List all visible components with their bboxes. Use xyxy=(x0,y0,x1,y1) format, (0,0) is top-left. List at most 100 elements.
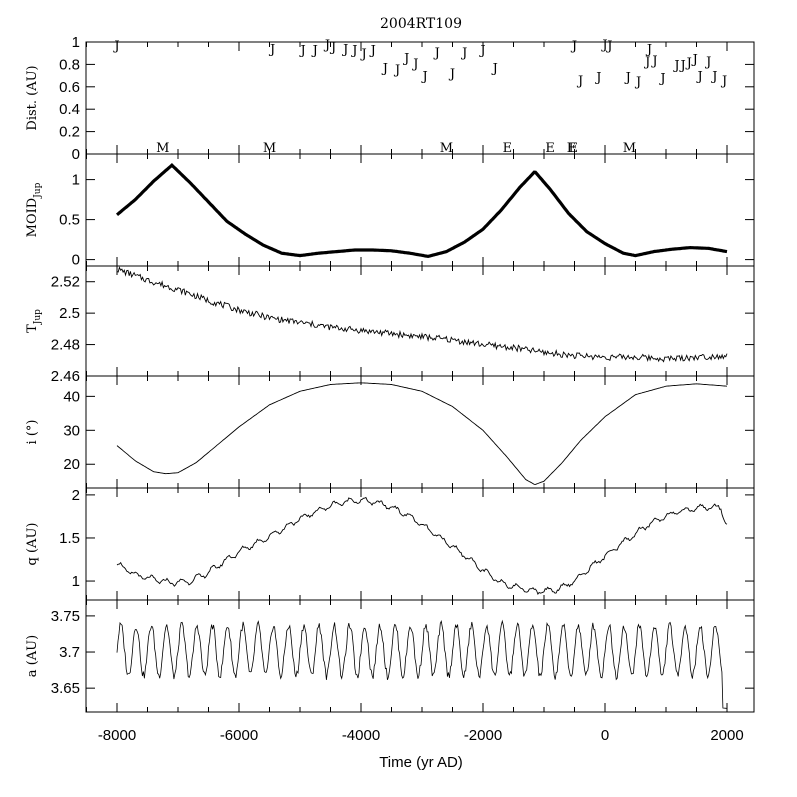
series-line xyxy=(116,496,728,596)
y-tick-label: 2.48 xyxy=(51,337,80,354)
planet-approach-marker: E xyxy=(569,141,579,156)
jupiter-encounter-marker: J xyxy=(672,58,679,73)
y-axis-label-subscript: Jup xyxy=(33,182,43,198)
planet-approach-marker: E xyxy=(545,141,555,156)
jupiter-encounter-marker: J xyxy=(381,62,388,77)
chart-title: 2004RT109 xyxy=(380,16,462,32)
jupiter-encounter-marker: J xyxy=(643,55,650,70)
jupiter-encounter-marker: J xyxy=(112,39,119,54)
jupiter-encounter-marker: J xyxy=(710,69,717,84)
jupiter-encounter-marker: J xyxy=(268,43,275,58)
jupiter-encounter-marker: J xyxy=(350,44,357,59)
y-tick-label: 0.4 xyxy=(59,101,80,118)
y-axis-label: q (AU) xyxy=(25,523,40,566)
jupiter-encounter-marker: J xyxy=(600,38,607,53)
panel-frame xyxy=(85,375,755,489)
y-tick-label: 0.8 xyxy=(59,56,80,73)
jupiter-encounter-marker: J xyxy=(460,46,467,61)
jupiter-encounter-marker: J xyxy=(341,43,348,58)
jupiter-encounter-marker: J xyxy=(634,75,641,90)
jupiter-encounter-marker: J xyxy=(570,39,577,54)
x-tick-label: 2000 xyxy=(710,727,743,744)
y-axis-label: TJup xyxy=(25,309,43,333)
y-tick-label: 20 xyxy=(63,456,80,473)
panel-tjup: 2.46 2.48 2.5 2.52 TJup xyxy=(25,265,755,385)
y-axis-label-subscript: Jup xyxy=(33,309,43,325)
y-tick-label: 2 xyxy=(72,487,80,504)
planet-approach-marker: E xyxy=(503,141,513,156)
jupiter-encounter-marker: J xyxy=(645,43,652,58)
y-axis-label: i (°) xyxy=(25,420,40,445)
x-tick-label: -6000 xyxy=(220,727,258,744)
y-axis-label: MOIDJup xyxy=(25,182,43,237)
y-tick-label: 0.6 xyxy=(59,79,80,96)
jupiter-encounter-marker: J xyxy=(298,44,305,59)
jupiter-encounter-marker: J xyxy=(433,46,440,61)
y-axis-label: Dist. (AU) xyxy=(25,65,40,130)
y-tick-label: 2.52 xyxy=(51,274,80,291)
y-tick-label: 40 xyxy=(63,388,80,405)
y-tick-label: 1.5 xyxy=(59,530,80,547)
jupiter-encounter-marker: J xyxy=(685,56,692,71)
jupiter-encounter-marker: J xyxy=(359,47,366,62)
planet-approach-marker: E xyxy=(567,141,577,156)
panel-frame xyxy=(85,153,755,267)
jupiter-encounter-marker: J xyxy=(393,63,400,78)
jupiter-encounter-marker: J xyxy=(658,72,665,87)
panel-moid: 0 0.5 1 MOIDJup xyxy=(25,153,755,269)
jupiter-encounter-marker: J xyxy=(704,55,711,70)
panel-a: 3.65 3.7 3.75 a (AU) -8000 -6000 -4000 -2000 0 20… xyxy=(25,599,755,744)
jupiter-encounter-marker: J xyxy=(576,74,583,89)
y-tick-label: 0.5 xyxy=(59,212,80,229)
jupiter-encounter-marker: J xyxy=(420,69,427,84)
panel-frame xyxy=(85,487,755,601)
x-tick-label: -4000 xyxy=(342,727,380,744)
y-tick-label: 3.75 xyxy=(51,608,80,625)
y-tick-label: 3.65 xyxy=(51,680,80,697)
y-tick-label: 30 xyxy=(63,422,80,439)
jupiter-encounter-marker: J xyxy=(402,52,409,67)
jupiter-encounter-marker: J xyxy=(411,57,418,72)
series-line xyxy=(115,162,728,259)
jupiter-encounter-marker: J xyxy=(329,40,336,55)
x-tick-label: -8000 xyxy=(98,727,136,744)
series-line xyxy=(116,382,728,485)
x-axis-label: Time (yr AD) xyxy=(379,754,463,771)
jupiter-encounter-marker: J xyxy=(650,54,657,69)
jupiter-encounter-marker: J xyxy=(491,62,498,77)
jupiter-encounter-marker: J xyxy=(720,74,727,89)
y-tick-label: 0 xyxy=(72,252,80,269)
planet-approach-marker: M xyxy=(263,141,276,156)
y-tick-label: 1 xyxy=(72,573,80,590)
x-tick-label: -2000 xyxy=(464,727,502,744)
planet-approach-marker: M xyxy=(156,141,169,156)
panel-incl: 20 30 40 i (°) xyxy=(25,375,755,489)
planet-approach-marker: M xyxy=(623,141,636,156)
series-line xyxy=(116,266,728,363)
panel-q: 1 1.5 2 q (AU) xyxy=(25,487,755,601)
planet-approach-marker: M xyxy=(440,141,453,156)
series-line xyxy=(116,619,728,709)
jupiter-encounter-marker: J xyxy=(478,44,485,59)
panel-frame xyxy=(85,599,755,713)
y-tick-label: 1 xyxy=(72,172,80,189)
jupiter-encounter-marker: J xyxy=(678,58,685,73)
jupiter-encounter-marker: J xyxy=(691,53,698,68)
jupiter-encounter-marker: J xyxy=(594,71,601,86)
y-axis-label: a (AU) xyxy=(25,635,40,677)
jupiter-encounter-marker: J xyxy=(605,39,612,54)
x-tick-label: 0 xyxy=(601,727,609,744)
y-tick-label: 0 xyxy=(72,146,80,163)
y-tick-label: 3.7 xyxy=(59,644,80,661)
jupiter-encounter-marker: J xyxy=(696,69,703,84)
y-tick-label: 2.46 xyxy=(51,368,80,385)
jupiter-encounter-marker: J xyxy=(448,67,455,82)
y-tick-label: 1 xyxy=(72,34,80,51)
jupiter-encounter-marker: J xyxy=(369,44,376,59)
y-tick-label: 0.2 xyxy=(59,124,80,141)
jupiter-encounter-marker: J xyxy=(311,44,318,59)
jupiter-encounter-marker: J xyxy=(323,38,330,53)
